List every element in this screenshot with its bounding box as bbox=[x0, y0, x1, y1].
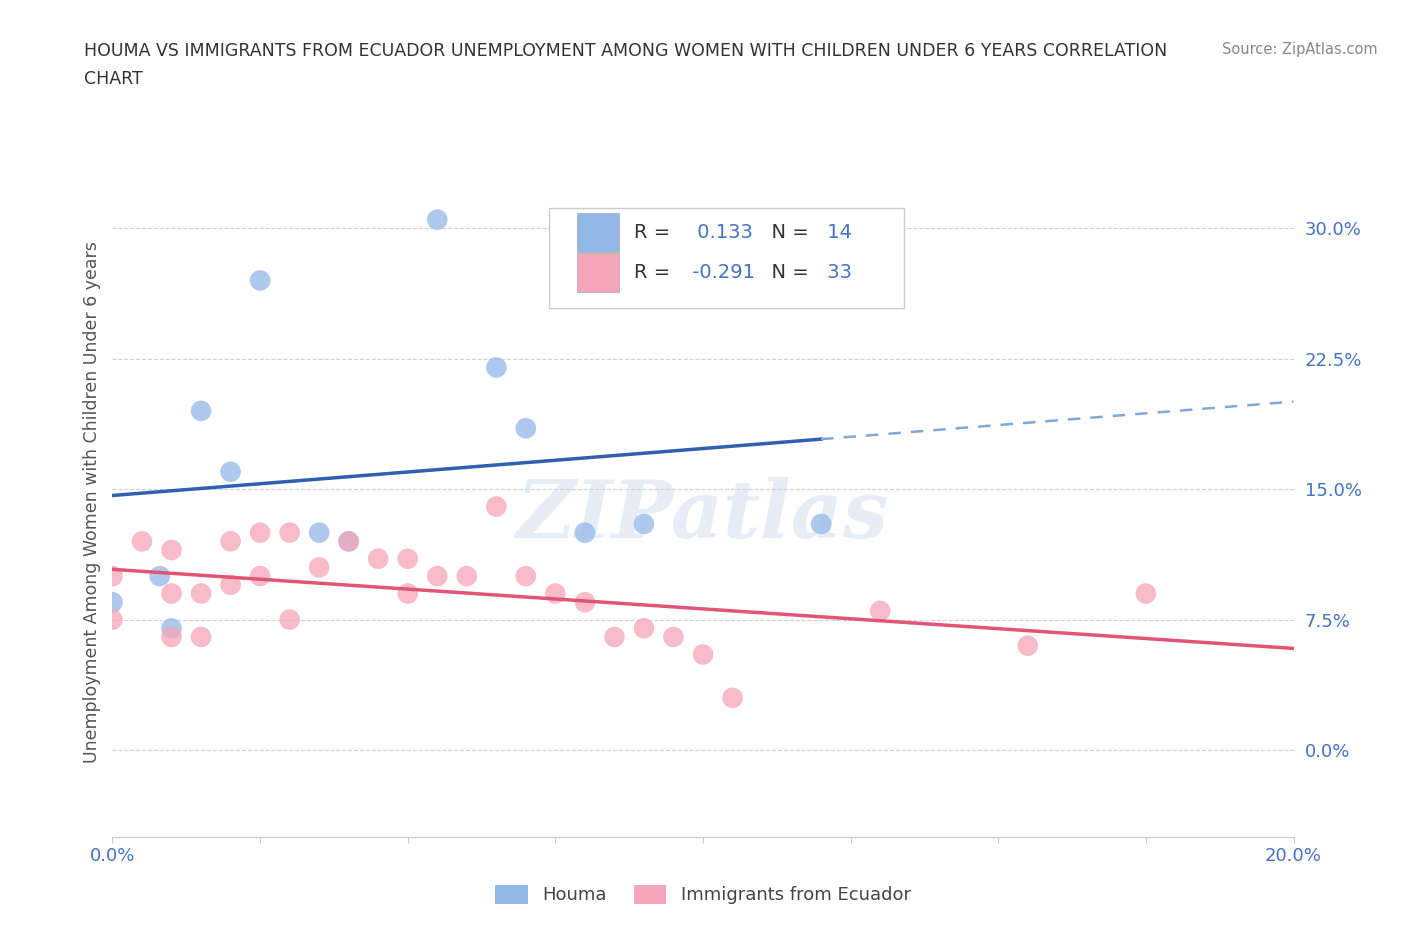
Point bbox=[515, 421, 537, 436]
Text: N =: N = bbox=[758, 223, 808, 242]
Text: 14: 14 bbox=[821, 223, 852, 242]
Text: ZIPatlas: ZIPatlas bbox=[517, 477, 889, 554]
Point bbox=[367, 551, 389, 566]
Point bbox=[574, 595, 596, 610]
Text: N =: N = bbox=[758, 263, 808, 282]
FancyBboxPatch shape bbox=[550, 207, 904, 308]
Point bbox=[308, 560, 330, 575]
Point bbox=[249, 525, 271, 540]
Point bbox=[515, 568, 537, 583]
Point bbox=[219, 464, 242, 479]
Point bbox=[249, 568, 271, 583]
Text: Source: ZipAtlas.com: Source: ZipAtlas.com bbox=[1222, 42, 1378, 57]
FancyBboxPatch shape bbox=[576, 213, 619, 252]
Point bbox=[219, 578, 242, 592]
Point bbox=[662, 630, 685, 644]
Point bbox=[160, 586, 183, 601]
Point bbox=[485, 499, 508, 514]
FancyBboxPatch shape bbox=[576, 253, 619, 292]
Text: 0.133: 0.133 bbox=[692, 223, 754, 242]
Point bbox=[426, 568, 449, 583]
Point bbox=[396, 586, 419, 601]
Point bbox=[190, 630, 212, 644]
Point bbox=[396, 551, 419, 566]
Point bbox=[101, 595, 124, 610]
Point bbox=[1017, 638, 1039, 653]
Point bbox=[574, 525, 596, 540]
Point bbox=[278, 612, 301, 627]
Point bbox=[101, 612, 124, 627]
Point bbox=[160, 630, 183, 644]
Point bbox=[721, 690, 744, 705]
Point bbox=[149, 568, 172, 583]
Point bbox=[101, 568, 124, 583]
Point bbox=[485, 360, 508, 375]
Text: -0.291: -0.291 bbox=[686, 263, 755, 282]
Point bbox=[456, 568, 478, 583]
Point bbox=[278, 525, 301, 540]
Y-axis label: Unemployment Among Women with Children Under 6 years: Unemployment Among Women with Children U… bbox=[83, 241, 101, 764]
Point bbox=[869, 604, 891, 618]
Point bbox=[337, 534, 360, 549]
Point bbox=[131, 534, 153, 549]
Point bbox=[633, 516, 655, 531]
Point bbox=[337, 534, 360, 549]
Point bbox=[810, 516, 832, 531]
Point bbox=[190, 404, 212, 418]
Point bbox=[190, 586, 212, 601]
Point bbox=[160, 542, 183, 557]
Legend: Houma, Immigrants from Ecuador: Houma, Immigrants from Ecuador bbox=[488, 878, 918, 911]
Point bbox=[249, 273, 271, 288]
Point bbox=[219, 534, 242, 549]
Text: R =: R = bbox=[634, 263, 671, 282]
Point bbox=[633, 621, 655, 636]
Text: HOUMA VS IMMIGRANTS FROM ECUADOR UNEMPLOYMENT AMONG WOMEN WITH CHILDREN UNDER 6 : HOUMA VS IMMIGRANTS FROM ECUADOR UNEMPLO… bbox=[84, 42, 1167, 60]
Point bbox=[692, 647, 714, 662]
Point bbox=[603, 630, 626, 644]
Point bbox=[160, 621, 183, 636]
Point bbox=[308, 525, 330, 540]
Text: R =: R = bbox=[634, 223, 671, 242]
Point bbox=[426, 212, 449, 227]
Text: CHART: CHART bbox=[84, 70, 143, 87]
Text: 33: 33 bbox=[821, 263, 852, 282]
Point bbox=[1135, 586, 1157, 601]
Point bbox=[544, 586, 567, 601]
